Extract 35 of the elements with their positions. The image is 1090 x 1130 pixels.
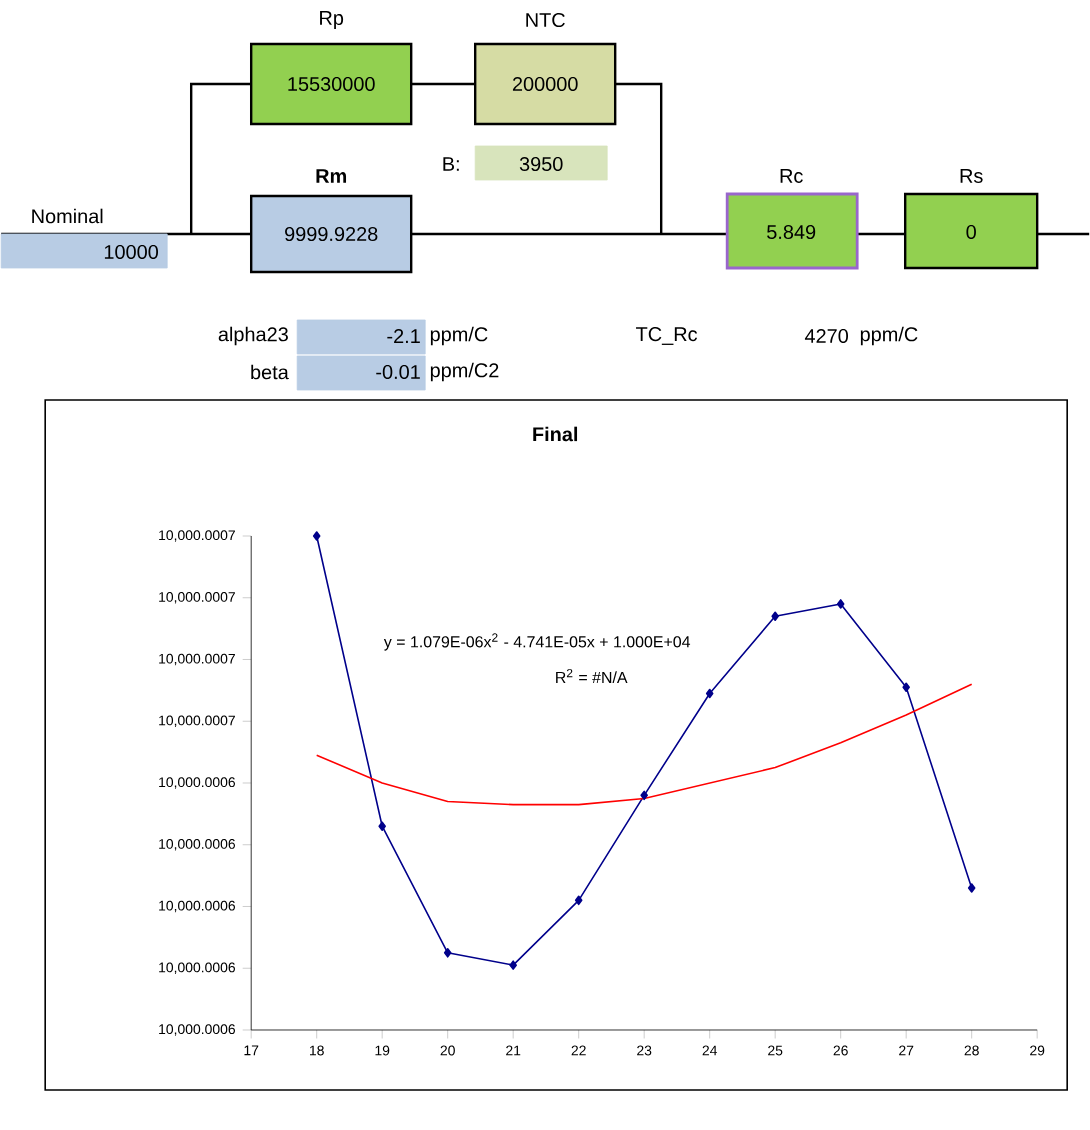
text: 9999.9228 xyxy=(284,226,378,242)
text: Rs xyxy=(960,169,983,183)
text: ppm/C xyxy=(430,326,488,346)
text: B: xyxy=(443,157,459,171)
text: NTC xyxy=(526,12,565,28)
text: 4270 xyxy=(804,328,848,344)
point xyxy=(574,895,583,906)
text: beta xyxy=(251,364,289,380)
point xyxy=(771,611,779,622)
point xyxy=(443,948,452,958)
point xyxy=(967,883,976,893)
text: Rm xyxy=(316,169,346,183)
text: -0.01 xyxy=(376,364,420,380)
point xyxy=(509,960,517,970)
text: ppm/C2 xyxy=(430,362,499,382)
text: 10000 xyxy=(104,244,158,260)
text: Rp xyxy=(319,11,343,29)
text: alpha23 xyxy=(218,326,288,346)
text: Rc xyxy=(780,169,803,183)
text: 0 xyxy=(966,224,976,240)
text: Nominal xyxy=(32,208,103,224)
point xyxy=(836,599,845,609)
text: TC_Rc xyxy=(635,327,697,345)
point xyxy=(312,531,321,541)
point xyxy=(378,821,386,831)
point xyxy=(705,688,714,699)
text: 3950 xyxy=(519,156,563,172)
chart-title: Final xyxy=(533,426,577,442)
text: ppm/C xyxy=(860,326,918,346)
point xyxy=(902,682,910,693)
point xyxy=(640,790,648,801)
text: 200000 xyxy=(512,76,578,92)
text: -2.1 xyxy=(387,329,420,343)
text: 5.849 xyxy=(766,224,815,240)
text: 15530000 xyxy=(288,76,375,92)
